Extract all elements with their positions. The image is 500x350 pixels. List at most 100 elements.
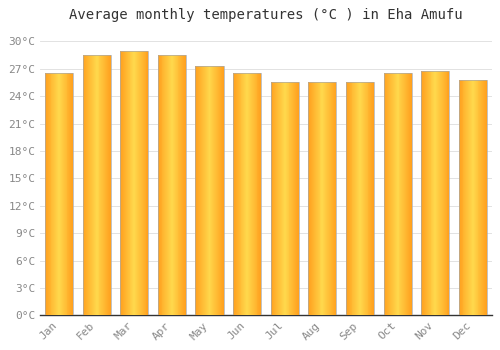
Bar: [430, 71, 432, 315]
Bar: [174, 55, 176, 315]
Bar: [178, 55, 180, 315]
Bar: [245, 74, 246, 315]
Bar: [218, 66, 219, 315]
Bar: [61, 74, 62, 315]
Title: Average monthly temperatures (°C ) in Eha Amufu: Average monthly temperatures (°C ) in Eh…: [69, 8, 462, 22]
Bar: [104, 55, 105, 315]
Bar: [258, 74, 260, 315]
Bar: [142, 50, 144, 315]
Bar: [309, 83, 310, 315]
Bar: [435, 71, 436, 315]
Bar: [121, 50, 122, 315]
Bar: [396, 74, 398, 315]
Bar: [93, 55, 94, 315]
Bar: [290, 83, 292, 315]
Bar: [248, 74, 249, 315]
Bar: [366, 83, 368, 315]
Bar: [109, 55, 110, 315]
Bar: [252, 74, 253, 315]
Bar: [372, 83, 373, 315]
Bar: [102, 55, 103, 315]
Bar: [422, 71, 423, 315]
Bar: [328, 83, 329, 315]
Bar: [215, 66, 216, 315]
Bar: [332, 83, 334, 315]
Bar: [222, 66, 224, 315]
Bar: [423, 71, 424, 315]
Bar: [296, 83, 297, 315]
Bar: [94, 55, 96, 315]
Bar: [203, 66, 204, 315]
Bar: [434, 71, 435, 315]
Bar: [425, 71, 426, 315]
Bar: [348, 83, 350, 315]
Bar: [448, 71, 450, 315]
Bar: [279, 83, 280, 315]
Bar: [471, 80, 472, 315]
Bar: [320, 83, 322, 315]
Bar: [120, 50, 148, 315]
Bar: [308, 83, 309, 315]
Bar: [322, 83, 324, 315]
Bar: [316, 83, 318, 315]
Bar: [250, 74, 251, 315]
Bar: [158, 55, 186, 315]
Bar: [311, 83, 312, 315]
Bar: [480, 80, 482, 315]
Bar: [235, 74, 236, 315]
Bar: [458, 80, 487, 315]
Bar: [236, 74, 237, 315]
Bar: [389, 74, 390, 315]
Bar: [47, 74, 48, 315]
Bar: [164, 55, 166, 315]
Bar: [361, 83, 362, 315]
Bar: [470, 80, 471, 315]
Bar: [205, 66, 206, 315]
Bar: [276, 83, 277, 315]
Bar: [244, 74, 245, 315]
Bar: [467, 80, 468, 315]
Bar: [326, 83, 327, 315]
Bar: [128, 50, 130, 315]
Bar: [395, 74, 396, 315]
Bar: [60, 74, 61, 315]
Bar: [107, 55, 108, 315]
Bar: [130, 50, 132, 315]
Bar: [330, 83, 331, 315]
Bar: [184, 55, 185, 315]
Bar: [346, 83, 347, 315]
Bar: [183, 55, 184, 315]
Bar: [254, 74, 256, 315]
Bar: [278, 83, 279, 315]
Bar: [446, 71, 448, 315]
Bar: [105, 55, 106, 315]
Bar: [71, 74, 72, 315]
Bar: [185, 55, 186, 315]
Bar: [421, 71, 450, 315]
Bar: [485, 80, 486, 315]
Bar: [390, 74, 391, 315]
Bar: [162, 55, 164, 315]
Bar: [126, 50, 128, 315]
Bar: [170, 55, 171, 315]
Bar: [411, 74, 412, 315]
Bar: [214, 66, 215, 315]
Bar: [439, 71, 440, 315]
Bar: [54, 74, 55, 315]
Bar: [315, 83, 316, 315]
Bar: [238, 74, 240, 315]
Bar: [359, 83, 360, 315]
Bar: [176, 55, 178, 315]
Bar: [373, 83, 374, 315]
Bar: [90, 55, 91, 315]
Bar: [199, 66, 200, 315]
Bar: [58, 74, 59, 315]
Bar: [354, 83, 356, 315]
Bar: [100, 55, 102, 315]
Bar: [274, 83, 276, 315]
Bar: [217, 66, 218, 315]
Bar: [458, 80, 460, 315]
Bar: [483, 80, 484, 315]
Bar: [297, 83, 298, 315]
Bar: [201, 66, 202, 315]
